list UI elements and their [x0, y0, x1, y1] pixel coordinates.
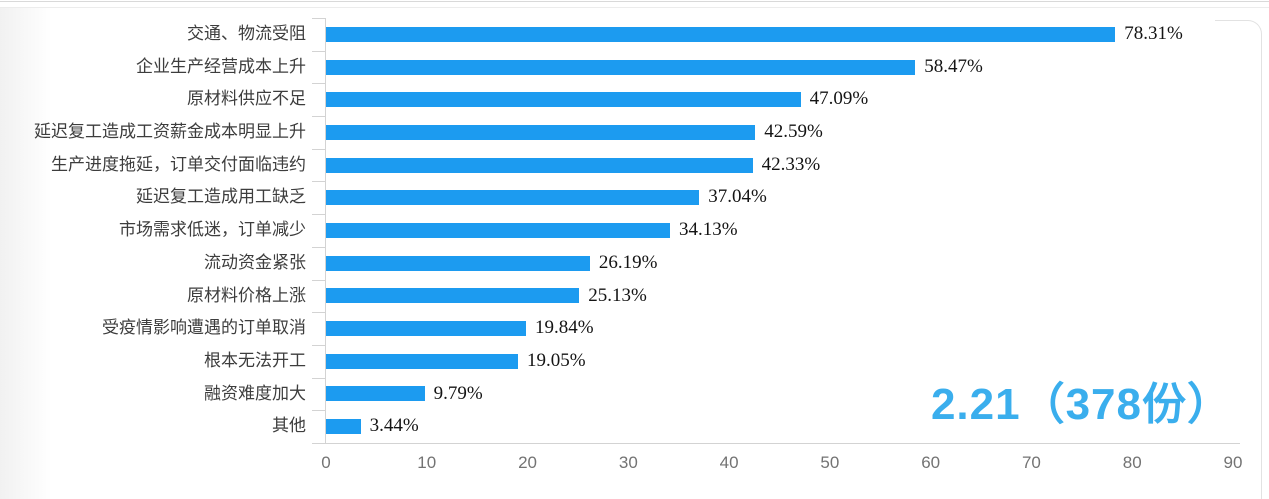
- bar: [326, 223, 670, 238]
- x-tick-label: 10: [417, 453, 437, 472]
- toolbar-bottom-edge: [0, 7, 1269, 8]
- value-label: 37.04%: [708, 186, 767, 208]
- bar: [326, 157, 753, 173]
- category-label: 原材料价格上涨: [187, 285, 306, 305]
- category-tick: [312, 344, 325, 346]
- summary-annotation: 2.21（378份）: [930, 380, 1232, 429]
- x-tick-label: 50: [820, 453, 840, 472]
- value-label: 42.33%: [761, 153, 821, 175]
- top-hairline: [0, 1, 1269, 2]
- category-tick: [312, 279, 325, 281]
- x-tick-label: 90: [1223, 453, 1243, 472]
- category-label: 交通、物流受阻: [187, 24, 306, 43]
- category-tick: [312, 312, 325, 314]
- value-label: 26.19%: [598, 251, 658, 273]
- category-tick: [312, 181, 325, 183]
- category-tick: [312, 83, 325, 85]
- category-tick: [312, 214, 325, 216]
- left-edge-shadow: [0, 8, 52, 499]
- category-tick: [312, 148, 325, 150]
- bar: [326, 288, 580, 304]
- x-tick-label: 20: [518, 453, 538, 472]
- category-tick: [312, 50, 325, 52]
- value-label: 19.84%: [534, 317, 594, 339]
- category-tick: [312, 116, 325, 118]
- bar: [326, 26, 1116, 42]
- card-top-right-corner: [1215, 20, 1262, 65]
- bar: [326, 353, 518, 369]
- category-label: 企业生产经营成本上升: [136, 56, 306, 76]
- bar: [326, 255, 590, 271]
- x-axis-line: [312, 443, 1240, 444]
- category-label: 原材料供应不足: [187, 89, 306, 109]
- x-tick-label: 30: [618, 453, 638, 472]
- bar: [326, 124, 756, 140]
- x-tick-label: 80: [1122, 453, 1142, 472]
- bar: [326, 92, 801, 108]
- value-label: 47.09%: [809, 88, 869, 110]
- category-tick: [312, 18, 325, 19]
- category-tick: [312, 443, 325, 444]
- value-label: 58.47%: [924, 55, 983, 77]
- value-label: 9.79%: [433, 382, 483, 404]
- category-label: 延迟复工造成工资薪金成本明显上升: [34, 122, 306, 142]
- value-label: 34.13%: [678, 219, 738, 241]
- bar: [326, 59, 916, 75]
- value-label: 42.59%: [764, 121, 823, 143]
- x-tick-label: 70: [1021, 453, 1041, 472]
- category-label: 根本无法开工: [204, 350, 306, 370]
- bar: [326, 190, 700, 206]
- category-tick: [312, 410, 325, 412]
- category-label: 延迟复工造成用工缺乏: [136, 187, 306, 207]
- card-right-border: [1261, 60, 1262, 499]
- category-label: 生产进度拖延，订单交付面临违约: [51, 154, 306, 174]
- x-tick-label: 0: [321, 453, 331, 472]
- x-tick-label: 40: [719, 453, 739, 472]
- category-label: 其他: [272, 416, 306, 436]
- value-label: 19.05%: [526, 349, 586, 371]
- category-tick: [312, 246, 325, 248]
- category-label: 市场需求低迷，订单减少: [119, 220, 306, 240]
- y-axis-line: [325, 18, 326, 443]
- category-tick: [312, 377, 325, 379]
- bar: [326, 386, 425, 402]
- category-label: 受疫情影响遭遇的订单取消: [102, 318, 306, 338]
- bar: [326, 321, 526, 337]
- x-tick-label: 60: [921, 453, 941, 472]
- bar: [326, 419, 361, 435]
- category-label: 融资难度加大: [204, 383, 306, 403]
- value-label: 25.13%: [588, 284, 647, 306]
- category-label: 流动资金紧张: [204, 252, 306, 272]
- value-label: 3.44%: [369, 415, 419, 437]
- value-label: 78.31%: [1124, 23, 1183, 44]
